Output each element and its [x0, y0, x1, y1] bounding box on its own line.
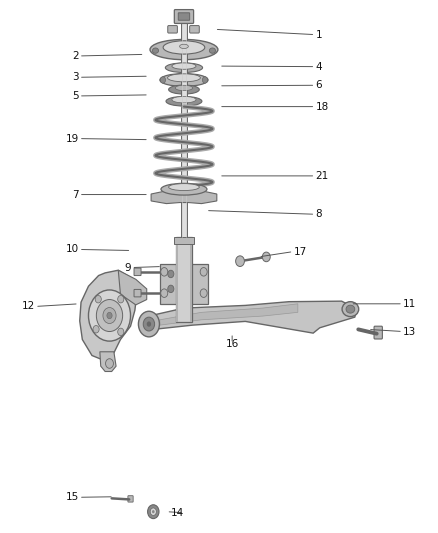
- FancyBboxPatch shape: [374, 326, 382, 339]
- Text: 6: 6: [315, 80, 322, 90]
- Text: 1: 1: [315, 30, 322, 39]
- Text: 11: 11: [403, 299, 416, 309]
- Ellipse shape: [166, 96, 202, 106]
- Ellipse shape: [152, 48, 159, 53]
- Ellipse shape: [169, 183, 199, 190]
- Ellipse shape: [346, 305, 355, 313]
- Text: 10: 10: [66, 245, 79, 254]
- Text: 9: 9: [125, 263, 131, 272]
- Polygon shape: [118, 270, 147, 305]
- Circle shape: [106, 359, 113, 368]
- Text: 18: 18: [315, 102, 328, 111]
- Text: 5: 5: [72, 91, 79, 101]
- Text: 4: 4: [315, 62, 322, 71]
- Circle shape: [152, 510, 155, 513]
- FancyBboxPatch shape: [128, 496, 133, 502]
- Circle shape: [236, 256, 244, 266]
- Bar: [181, 16, 187, 237]
- Ellipse shape: [202, 77, 208, 83]
- Ellipse shape: [165, 63, 202, 72]
- FancyBboxPatch shape: [190, 26, 199, 33]
- Circle shape: [161, 289, 168, 297]
- Bar: [176, 237, 178, 322]
- Circle shape: [143, 317, 155, 331]
- Text: 19: 19: [66, 134, 79, 143]
- Text: 2: 2: [72, 51, 79, 61]
- Circle shape: [148, 505, 159, 519]
- Circle shape: [118, 295, 124, 303]
- FancyBboxPatch shape: [174, 10, 194, 23]
- Circle shape: [168, 270, 174, 278]
- Polygon shape: [80, 270, 137, 361]
- Circle shape: [200, 289, 207, 297]
- Circle shape: [93, 326, 99, 333]
- Text: 15: 15: [66, 492, 79, 502]
- Text: 17: 17: [293, 247, 307, 256]
- Text: 14: 14: [171, 508, 184, 518]
- Circle shape: [107, 312, 112, 319]
- FancyBboxPatch shape: [134, 289, 141, 297]
- Ellipse shape: [150, 39, 218, 60]
- Circle shape: [118, 328, 124, 336]
- Text: 8: 8: [315, 209, 322, 219]
- Text: 21: 21: [315, 171, 328, 181]
- Ellipse shape: [163, 41, 205, 54]
- Circle shape: [95, 295, 101, 303]
- Polygon shape: [151, 191, 217, 204]
- Text: 16: 16: [226, 339, 239, 349]
- Ellipse shape: [180, 44, 188, 49]
- FancyBboxPatch shape: [178, 13, 190, 20]
- Circle shape: [262, 252, 270, 262]
- Ellipse shape: [175, 85, 193, 91]
- Ellipse shape: [172, 63, 196, 69]
- Bar: [176, 237, 192, 322]
- Circle shape: [147, 321, 151, 327]
- Text: 7: 7: [72, 190, 79, 199]
- Text: 12: 12: [22, 302, 35, 311]
- FancyBboxPatch shape: [134, 268, 141, 276]
- Ellipse shape: [167, 74, 200, 82]
- Circle shape: [103, 308, 116, 324]
- FancyBboxPatch shape: [168, 26, 177, 33]
- Polygon shape: [100, 352, 116, 372]
- Ellipse shape: [342, 302, 359, 317]
- Ellipse shape: [160, 77, 166, 83]
- Circle shape: [168, 285, 174, 293]
- Ellipse shape: [160, 74, 208, 86]
- Bar: [174, 237, 194, 244]
- Ellipse shape: [169, 85, 199, 94]
- Bar: [190, 237, 192, 322]
- Text: 13: 13: [403, 327, 416, 336]
- Polygon shape: [160, 263, 176, 303]
- Polygon shape: [160, 304, 298, 325]
- Polygon shape: [192, 263, 208, 303]
- Circle shape: [96, 300, 123, 332]
- Polygon shape: [151, 301, 357, 333]
- Text: 3: 3: [72, 72, 79, 82]
- Circle shape: [88, 290, 131, 341]
- Ellipse shape: [209, 48, 215, 53]
- Ellipse shape: [161, 183, 207, 195]
- Circle shape: [150, 508, 156, 515]
- Ellipse shape: [172, 96, 196, 103]
- Circle shape: [161, 268, 168, 276]
- Circle shape: [138, 311, 159, 337]
- Circle shape: [200, 268, 207, 276]
